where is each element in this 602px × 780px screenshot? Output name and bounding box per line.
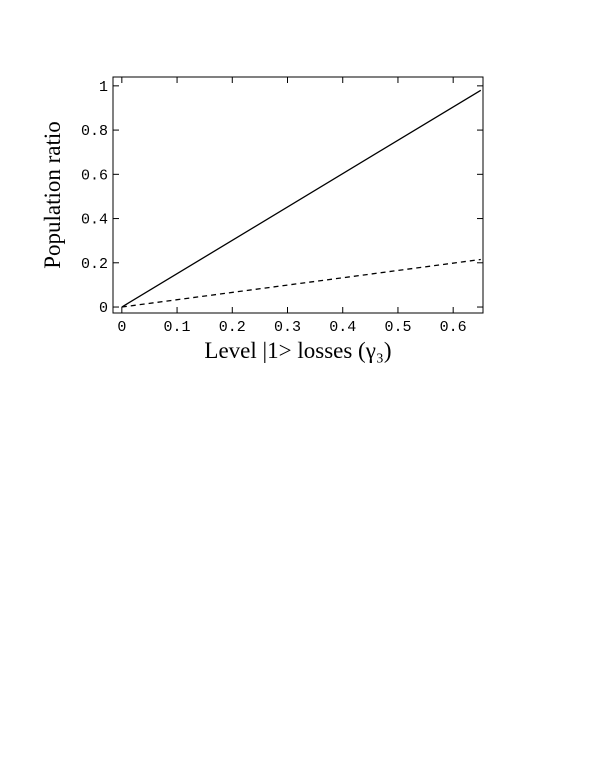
- x-tick-label: 0: [117, 319, 126, 336]
- y-tick-label: 0.8: [81, 123, 108, 140]
- x-tick-label: 0.2: [219, 319, 246, 336]
- x-tick-label: 0.1: [164, 319, 191, 336]
- y-tick-label: 0.6: [81, 167, 108, 184]
- y-tick-label: 1: [99, 79, 108, 96]
- x-tick-label: 0.3: [274, 319, 301, 336]
- y-tick-label: 0.4: [81, 212, 108, 229]
- x-tick-label: 0.4: [329, 319, 356, 336]
- y-tick-label: 0: [99, 300, 108, 317]
- x-tick-label: 0.6: [440, 319, 467, 336]
- y-tick-label: 0.2: [81, 256, 108, 273]
- line-series: [121, 89, 482, 308]
- x-tick-label: 0.5: [384, 319, 411, 336]
- x-axis-label: Level |1> losses (γ₃): [204, 338, 391, 363]
- plot-frame: [112, 76, 484, 314]
- line-series: [121, 258, 481, 308]
- y-axis-label: Population ratio: [40, 121, 65, 269]
